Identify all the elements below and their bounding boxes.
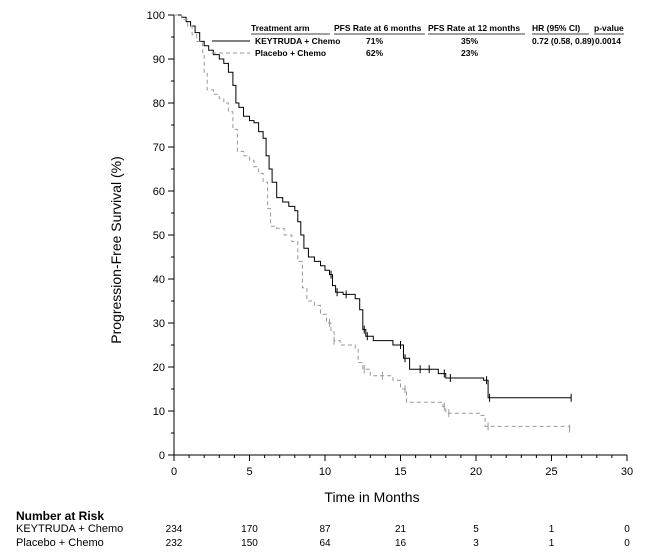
x-tick-label: 25: [545, 466, 557, 478]
y-tick-label: 90: [153, 54, 165, 66]
y-tick-label: 50: [153, 230, 165, 242]
plot-axes: 0 10 20 30 40 50 60 70 80 90 100 0 5 10 15 20 25 30: [147, 10, 633, 478]
x-tick-label: 5: [246, 466, 252, 478]
risk-value: 64: [319, 538, 331, 549]
y-tick-label: 80: [153, 98, 165, 110]
y-tick-label: 10: [153, 406, 165, 418]
legend-cell: Placebo + Chemo: [255, 48, 326, 58]
legend-header-cell: PFS Rate at 12 months: [428, 23, 520, 33]
y-tick-label: 100: [147, 10, 165, 22]
number-at-risk-table: Number at Risk KEYTRUDA + Chemo 234 170 87 2…: [16, 509, 630, 549]
y-tick-label: 30: [153, 318, 165, 330]
risk-value: 170: [241, 524, 258, 535]
legend-header-cell: Treatment arm: [251, 23, 310, 33]
survival-curves: [174, 14, 572, 433]
risk-value: 16: [395, 538, 407, 549]
legend-cell: 62%: [366, 48, 383, 58]
risk-value: 150: [241, 538, 258, 549]
risk-value: 5: [473, 524, 479, 535]
risk-value: 3: [473, 538, 479, 549]
legend-cell: 23%: [461, 48, 478, 58]
risk-value: 0: [624, 524, 630, 535]
x-tick-label: 10: [319, 466, 331, 478]
legend-cell: 0.72 (0.58, 0.89): [532, 36, 595, 46]
legend-header-cell: HR (95% CI): [532, 23, 580, 33]
risk-value: 1: [549, 524, 555, 535]
y-tick-label: 20: [153, 362, 165, 374]
series-line-placebo: [174, 14, 571, 429]
x-tick-label: 30: [621, 466, 633, 478]
risk-value: 1: [549, 538, 555, 549]
legend-cell: 71%: [366, 36, 383, 46]
legend-cell: 0.0014: [595, 36, 621, 46]
y-tick-label: 70: [153, 142, 165, 154]
risk-value: 232: [166, 538, 183, 549]
legend-header-cell: p-value: [594, 23, 624, 33]
x-tick-label: 20: [470, 466, 482, 478]
y-tick-label: 60: [153, 186, 165, 198]
y-axis-label: Progression-Free Survival (%): [108, 156, 124, 344]
legend-cell: 35%: [461, 36, 478, 46]
y-tick-label: 40: [153, 274, 165, 286]
legend-table: Treatment arm PFS Rate at 6 months PFS Rat…: [212, 23, 624, 58]
risk-value: 21: [395, 524, 407, 535]
x-axis-label: Time in Months: [324, 489, 419, 505]
legend-header-cell: PFS Rate at 6 months: [334, 23, 422, 33]
y-tick-label: 0: [159, 450, 165, 462]
risk-row-label: KEYTRUDA + Chemo: [16, 523, 123, 535]
risk-value: 87: [319, 524, 331, 535]
risk-table-title: Number at Risk: [16, 509, 104, 523]
legend-cell: KEYTRUDA + Chemo: [255, 36, 340, 46]
risk-value: 234: [166, 524, 183, 535]
series-line-keytruda: [174, 14, 572, 399]
x-tick-label: 0: [171, 466, 177, 478]
risk-value: 0: [624, 538, 630, 549]
risk-row-label: Placebo + Chemo: [16, 537, 104, 549]
x-tick-label: 15: [394, 466, 406, 478]
